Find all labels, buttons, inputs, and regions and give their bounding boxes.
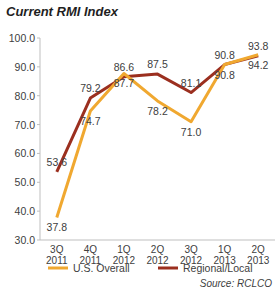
y-tick-label: 40.0 [15, 205, 36, 217]
data-label: 71.0 [181, 126, 202, 138]
data-label: 86.6 [114, 61, 135, 73]
y-axis [40, 38, 41, 240]
x-tick-label: 3Q2011 [46, 244, 68, 266]
title: Current RMI Index [6, 4, 119, 19]
data-label: 81.1 [181, 77, 202, 89]
x-tick-label-line: 3Q [184, 244, 198, 255]
data-label: 94.2 [248, 59, 269, 71]
chart: Current RMI Index 30.0 40.0 50.0 60.0 70.0 80.… [0, 0, 278, 294]
y-tick-label: 90.0 [15, 61, 36, 73]
data-label: 53.6 [47, 156, 68, 168]
y-tick-label: 60.0 [15, 147, 36, 159]
x-tick-label-line: 3Q [50, 244, 64, 255]
series-line [57, 56, 258, 172]
x-tick-label-line: 1Q [218, 244, 232, 255]
y-tick-label: 30.0 [15, 234, 36, 246]
series-line [57, 55, 258, 218]
y-tick [37, 240, 40, 241]
y-tick-label: 80.0 [15, 90, 36, 102]
y-tick [37, 153, 40, 154]
x-tick-label-line: 2012 [146, 255, 169, 266]
legend-label: U.S. Overall [73, 262, 130, 274]
x-tick-label: 2Q2012 [146, 244, 169, 266]
y-tick-label: 100.0 [9, 32, 35, 44]
y-tick-label: 70.0 [15, 119, 36, 131]
data-label: 78.2 [147, 105, 168, 117]
x-tick-label-line: 2Q [151, 244, 165, 255]
plot-area [57, 55, 258, 218]
y-tick [37, 38, 40, 39]
data-label: 93.8 [248, 40, 269, 52]
x-axis [40, 240, 275, 241]
x-tick-label-line: 2Q [252, 244, 266, 255]
x-tick-label-line: 2011 [46, 255, 68, 266]
x-tick-label-line: 4Q [84, 244, 98, 255]
data-label: 37.8 [47, 221, 68, 233]
data-label: 74.7 [80, 115, 101, 127]
data-label: 90.8 [214, 69, 235, 81]
data-label: 90.8 [214, 49, 235, 61]
y-tick [37, 95, 40, 96]
data-label: 87.7 [114, 77, 135, 89]
y-tick [37, 211, 40, 212]
y-tick [37, 124, 40, 125]
x-tick-label-line: 1Q [117, 244, 131, 255]
y-tick-label: 50.0 [15, 176, 36, 188]
y-tick [37, 66, 40, 67]
data-label: 79.2 [80, 82, 101, 94]
source: Source: RCLCO [200, 278, 272, 289]
legend-key [158, 267, 178, 270]
data-label: 87.5 [147, 58, 168, 70]
legend-label: Regional/Local [183, 262, 252, 274]
legend-key [48, 267, 68, 270]
y-tick [37, 182, 40, 183]
